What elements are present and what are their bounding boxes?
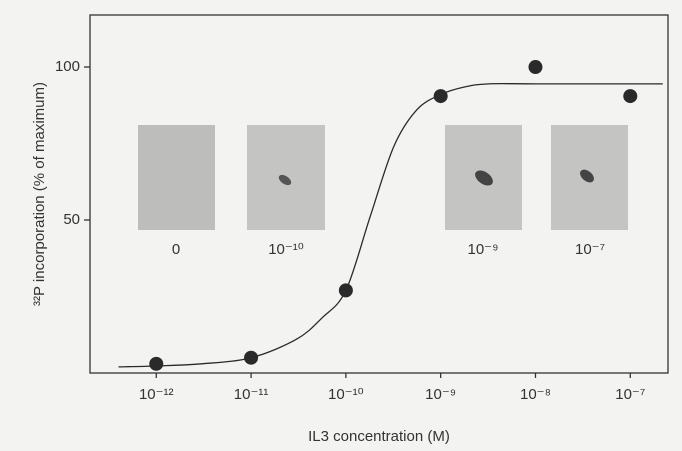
insets — [138, 125, 628, 230]
x-tick-label: 10⁻¹¹ — [234, 386, 269, 403]
data-point — [623, 89, 638, 104]
x-tick-label: 10⁻⁸ — [520, 386, 551, 403]
inset-label: 10⁻⁹ — [467, 241, 498, 258]
x-tick-label: 10⁻¹² — [139, 386, 174, 403]
plot-frame — [89, 14, 669, 374]
inset-spot — [475, 170, 493, 186]
x-tick-label: 10⁻⁹ — [425, 386, 456, 403]
data-point — [433, 89, 448, 104]
y-axis-label: ³²P incorporation (% of maximum) — [31, 82, 48, 306]
inset-label: 10⁻¹⁰ — [268, 241, 304, 258]
y-tick-label: 50 — [63, 211, 80, 228]
data-point — [528, 60, 543, 75]
inset-spot — [278, 174, 292, 186]
x-tick-label: 10⁻¹⁰ — [328, 386, 364, 403]
inset-image — [138, 125, 215, 230]
data-point — [149, 356, 164, 371]
y-tick-label: 100 — [55, 58, 80, 75]
inset-label: 0 — [172, 241, 180, 258]
inset-label: 10⁻⁷ — [575, 241, 605, 258]
fit-curve — [118, 82, 663, 368]
x-tick-label: 10⁻⁷ — [615, 386, 645, 403]
inset-spot — [580, 169, 594, 183]
x-axis-label: IL3 concentration (M) — [308, 428, 450, 445]
